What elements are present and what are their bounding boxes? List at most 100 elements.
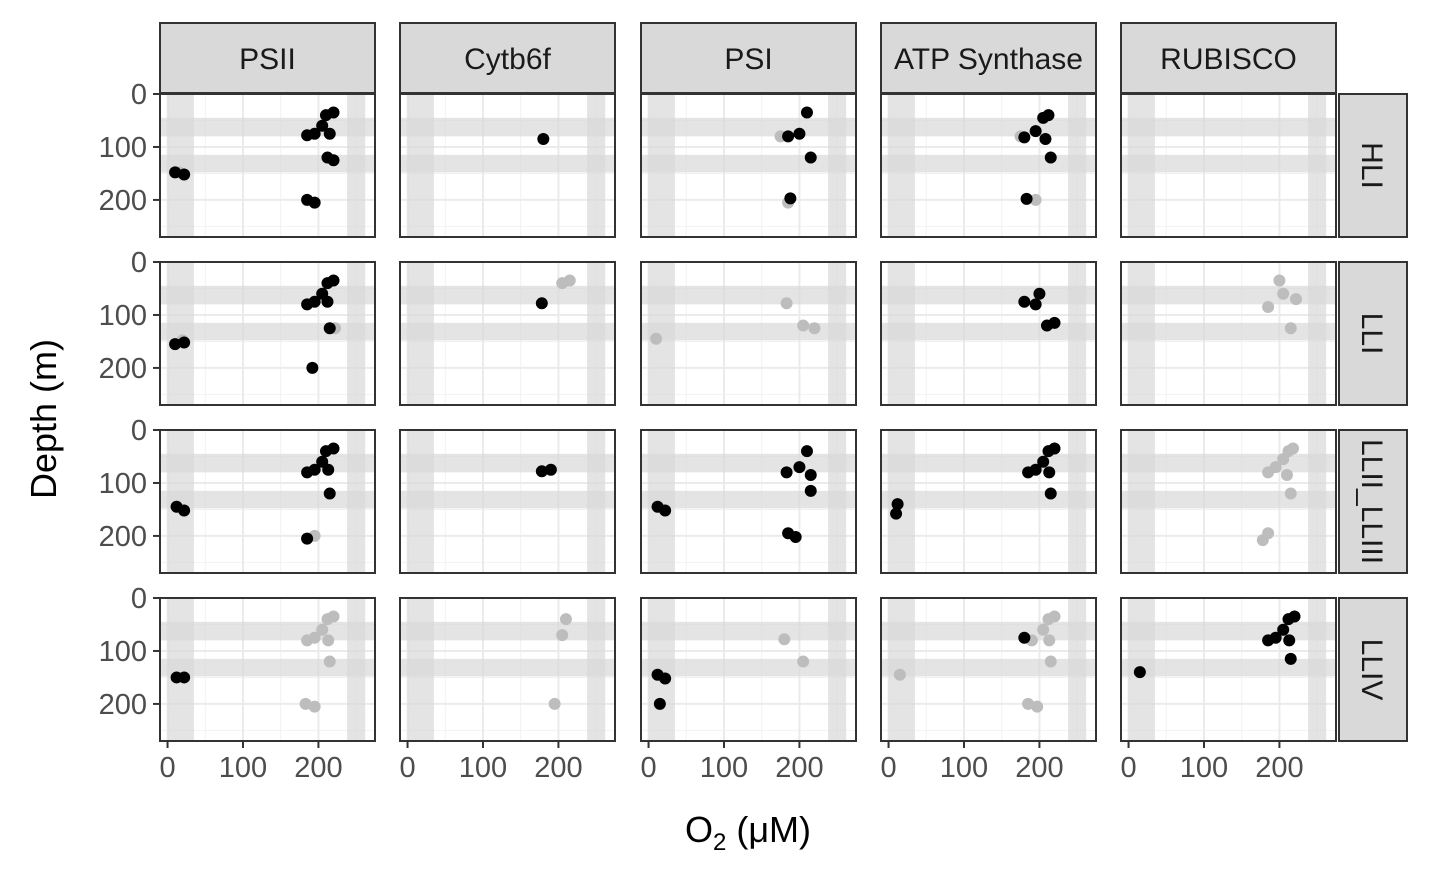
data-point-dark <box>178 168 191 181</box>
shaded-band-horizontal <box>641 154 856 173</box>
data-point-dark <box>308 127 321 140</box>
x-tick-label: 100 <box>219 752 267 784</box>
data-point-dark <box>1133 666 1146 679</box>
shaded-band-horizontal <box>160 621 375 641</box>
data-point-dark <box>321 295 334 308</box>
y-tick-label: 100 <box>99 468 147 500</box>
row-strip-label: LLI <box>1355 313 1388 355</box>
data-point-light <box>650 332 663 345</box>
data-point-light <box>556 629 569 642</box>
facet-panel <box>399 597 616 742</box>
x-tick-label: 0 <box>159 752 175 784</box>
data-point-light <box>778 633 791 646</box>
facet-panel <box>880 597 1097 742</box>
data-point-light <box>299 697 312 710</box>
data-point-light <box>1031 700 1044 713</box>
data-point-dark <box>301 532 314 545</box>
facet-panel <box>640 597 857 742</box>
column-strip <box>880 22 1097 94</box>
x-tick-label: 100 <box>700 752 748 784</box>
shaded-band-horizontal <box>160 658 375 677</box>
data-point-dark <box>1018 131 1031 144</box>
y-tick-label: 0 <box>131 583 147 615</box>
data-point-dark <box>544 463 557 476</box>
facet-grid <box>159 93 1337 742</box>
panel-border <box>1120 597 1337 742</box>
panel-border <box>399 429 616 574</box>
data-point-dark <box>1039 133 1052 146</box>
data-point-dark <box>323 487 336 500</box>
data-point-dark <box>308 196 321 209</box>
data-point-light <box>1280 469 1293 482</box>
data-point-dark <box>535 297 548 310</box>
shaded-band-horizontal <box>400 621 615 641</box>
shaded-band-horizontal <box>881 285 1096 305</box>
y-tick-label: 100 <box>99 132 147 164</box>
shaded-band-horizontal <box>1121 453 1336 473</box>
data-point-dark <box>306 361 319 374</box>
data-point-dark <box>178 671 191 684</box>
panel-border <box>880 597 1097 742</box>
facet-panel <box>1120 597 1337 742</box>
facet-panel <box>159 429 376 574</box>
data-point-dark <box>1043 466 1056 479</box>
data-point-dark <box>1044 151 1057 164</box>
data-point-dark <box>322 463 335 476</box>
facet-panel <box>880 261 1097 406</box>
data-point-dark <box>1044 487 1057 500</box>
data-point-dark <box>178 336 191 349</box>
shaded-band-horizontal <box>641 490 856 509</box>
data-point-dark <box>1018 295 1031 308</box>
data-point-light <box>1043 634 1056 647</box>
data-point-dark <box>804 151 817 164</box>
facet-panel <box>159 93 376 238</box>
shaded-band-horizontal <box>400 117 615 137</box>
data-point-light <box>1290 293 1303 306</box>
data-point-dark <box>1288 610 1301 623</box>
shaded-band-horizontal <box>881 621 1096 641</box>
data-point-light <box>1048 610 1061 623</box>
column-strip <box>159 22 376 94</box>
shaded-band-horizontal <box>160 117 375 137</box>
column-strip <box>1120 22 1337 94</box>
data-point-dark <box>537 133 550 146</box>
column-strip <box>399 22 616 94</box>
data-point-light <box>1022 697 1035 710</box>
shaded-band-horizontal <box>881 322 1096 341</box>
shaded-band-horizontal <box>641 322 856 341</box>
data-point-dark <box>653 697 666 710</box>
shaded-band-horizontal <box>400 285 615 305</box>
row-strip <box>1338 93 1408 238</box>
x-axis-title: O2 (μM) <box>685 809 811 856</box>
facet-panel <box>159 261 376 406</box>
data-point-dark <box>327 274 340 287</box>
x-tick-label: 0 <box>880 752 896 784</box>
data-point-dark <box>323 322 336 335</box>
x-tick-label: 100 <box>1180 752 1228 784</box>
shaded-band-horizontal <box>641 453 856 473</box>
data-point-light <box>780 297 793 310</box>
column-strip-label: PSI <box>724 43 772 76</box>
data-point-dark <box>1284 652 1297 665</box>
data-point-dark <box>804 484 817 497</box>
data-point-dark <box>1283 634 1296 647</box>
data-point-dark <box>1048 442 1061 455</box>
facet-panel <box>1120 261 1337 406</box>
data-point-dark <box>782 130 795 143</box>
data-point-dark <box>323 127 336 140</box>
data-point-light <box>1273 274 1286 287</box>
data-point-dark <box>327 442 340 455</box>
shaded-band-horizontal <box>1121 490 1336 509</box>
data-point-light <box>1277 287 1290 300</box>
x-tick-label: 200 <box>775 752 823 784</box>
y-tick-label: 200 <box>99 353 147 385</box>
facet-panel <box>640 429 857 574</box>
shaded-band-horizontal <box>1121 322 1336 341</box>
data-point-dark <box>1048 316 1061 329</box>
data-point-dark <box>789 530 802 543</box>
shaded-band-horizontal <box>1121 658 1336 677</box>
data-point-light <box>323 655 336 668</box>
shaded-band-horizontal <box>1121 285 1336 305</box>
y-axis-ticks: 0 100 200 0 100 200 0 100 200 0 100 200 <box>99 79 160 721</box>
x-tick-label: 100 <box>940 752 988 784</box>
